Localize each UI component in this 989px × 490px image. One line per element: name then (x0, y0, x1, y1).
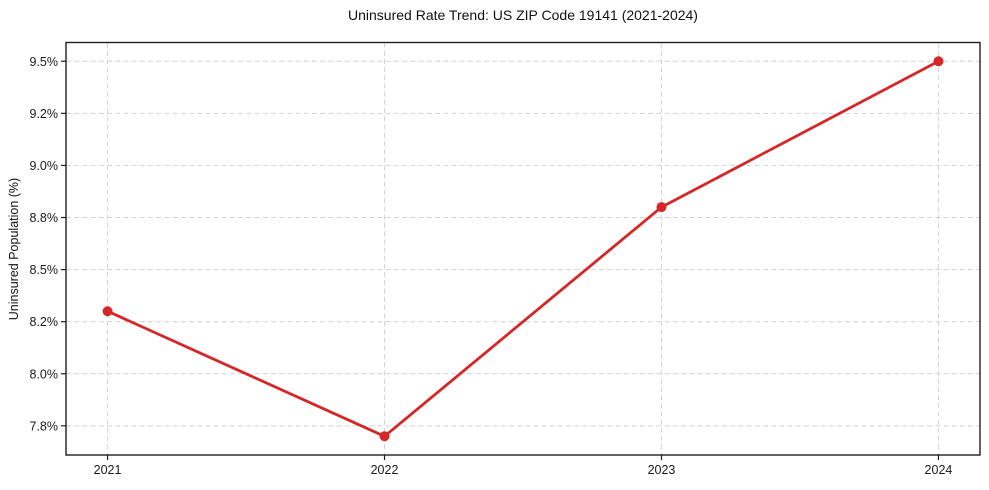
data-point-2024 (933, 56, 944, 67)
data-point-2021 (102, 306, 113, 317)
y-tick-label: 7.8% (30, 419, 59, 433)
y-tick-label: 9.0% (30, 159, 59, 173)
data-point-2023 (656, 202, 667, 213)
y-tick-label: 8.8% (30, 211, 59, 225)
chart-title: Uninsured Rate Trend: US ZIP Code 19141 … (348, 7, 698, 23)
x-tick-label: 2021 (94, 463, 122, 477)
x-tick-label: 2024 (925, 463, 953, 477)
y-tick-label: 9.5% (30, 55, 59, 69)
y-tick-label: 8.5% (30, 263, 59, 277)
data-point-2022 (379, 431, 390, 442)
x-tick-label: 2023 (648, 463, 676, 477)
y-tick-label: 8.2% (30, 315, 59, 329)
x-tick-label: 2022 (371, 463, 399, 477)
y-tick-label: 9.2% (30, 107, 59, 121)
plot-frame (65, 41, 981, 456)
y-tick-label: 8.0% (30, 367, 59, 381)
trend-line (106, 59, 940, 438)
